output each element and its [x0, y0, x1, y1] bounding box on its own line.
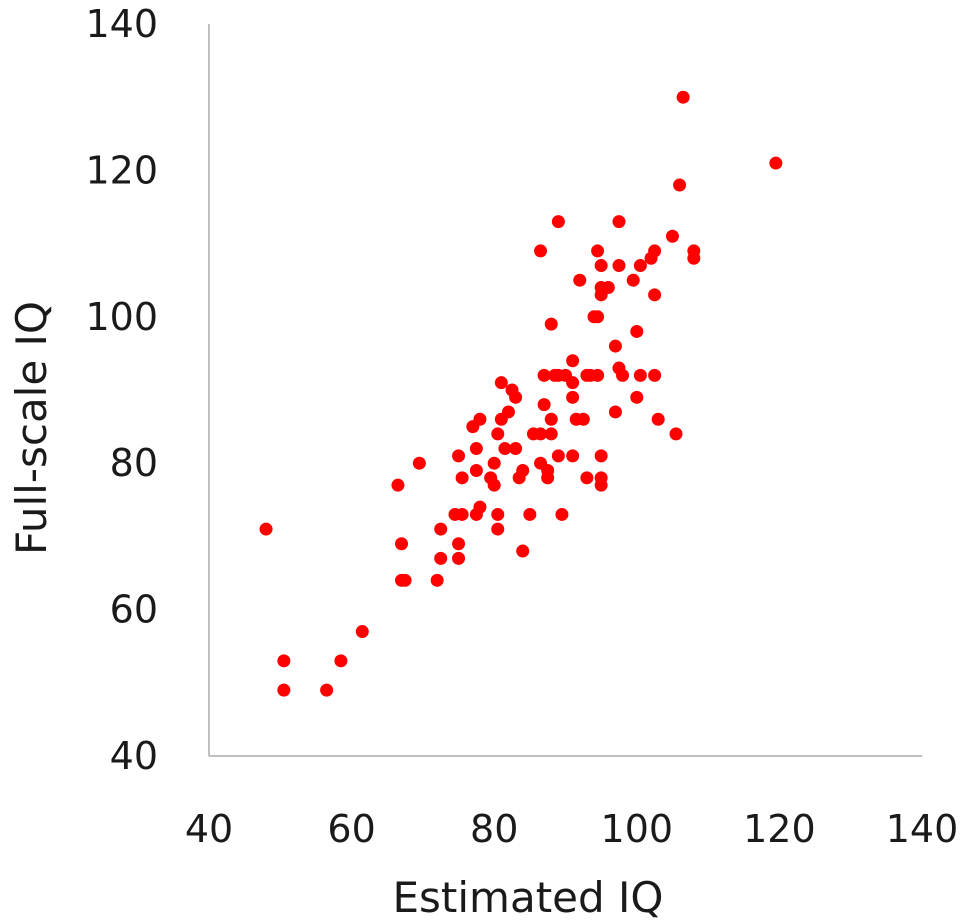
data-point: [516, 464, 530, 478]
data-point: [591, 368, 605, 382]
data-point: [544, 427, 558, 441]
data-point: [501, 405, 515, 419]
x-tick-label: 140: [886, 807, 959, 851]
x-tick-label: 40: [185, 807, 233, 851]
data-point: [452, 551, 466, 565]
data-point: [594, 449, 608, 463]
y-tick-label: 140: [85, 2, 158, 46]
data-point: [487, 478, 501, 492]
data-point: [259, 522, 273, 536]
data-point: [769, 156, 783, 170]
tick-labels: 40 60 80 100 120 140 40 60 80 100 120 140: [85, 2, 958, 851]
data-point: [665, 229, 679, 243]
y-tick-label: 80: [110, 441, 158, 485]
data-point: [491, 507, 505, 521]
data-point: [676, 90, 690, 104]
data-point: [541, 471, 555, 485]
data-point: [434, 522, 448, 536]
data-point: [534, 244, 548, 258]
data-point: [633, 259, 647, 273]
data-point: [544, 412, 558, 426]
y-tick-label: 120: [85, 148, 158, 192]
data-point: [651, 412, 665, 426]
data-point: [630, 390, 644, 404]
data-point: [566, 449, 580, 463]
data-point: [576, 412, 590, 426]
data-point: [469, 442, 483, 456]
x-axis-title: Estimated IQ: [393, 873, 664, 922]
data-point: [516, 544, 530, 558]
data-point: [430, 573, 444, 587]
data-point: [473, 412, 487, 426]
data-point: [591, 244, 605, 258]
y-tick-label: 100: [85, 295, 158, 339]
data-point: [534, 427, 548, 441]
data-point: [648, 368, 662, 382]
data-point: [626, 273, 640, 287]
data-point: [277, 683, 291, 697]
data-point: [469, 464, 483, 478]
data-points: [259, 90, 783, 697]
data-point: [334, 654, 348, 668]
data-point: [398, 573, 412, 587]
data-point: [491, 522, 505, 536]
data-point: [494, 376, 508, 390]
data-point: [473, 500, 487, 514]
y-axis-title: Full-scale IQ: [7, 301, 56, 555]
data-point: [580, 471, 594, 485]
data-point: [669, 427, 683, 441]
data-point: [555, 507, 569, 521]
data-point: [509, 442, 523, 456]
data-point: [648, 288, 662, 302]
data-point: [487, 456, 501, 470]
data-point: [633, 368, 647, 382]
y-tick-label: 40: [110, 734, 158, 778]
data-point: [594, 259, 608, 273]
data-point: [630, 324, 644, 338]
data-point: [455, 471, 469, 485]
data-point: [687, 251, 701, 265]
data-point: [523, 507, 537, 521]
x-tick-label: 120: [743, 807, 816, 851]
data-point: [412, 456, 426, 470]
data-point: [452, 449, 466, 463]
data-point: [612, 259, 626, 273]
data-point: [434, 551, 448, 565]
data-point: [608, 339, 622, 353]
data-point: [566, 354, 580, 368]
data-point: [673, 178, 687, 192]
data-point: [648, 244, 662, 258]
data-point: [537, 398, 551, 412]
x-tick-label: 100: [601, 807, 674, 851]
data-point: [537, 368, 551, 382]
data-point: [551, 449, 565, 463]
data-point: [573, 273, 587, 287]
data-point: [509, 390, 523, 404]
y-tick-label: 60: [110, 588, 158, 632]
data-point: [601, 281, 615, 295]
data-point: [608, 405, 622, 419]
data-point: [544, 317, 558, 331]
data-point: [491, 427, 505, 441]
x-tick-label: 60: [327, 807, 375, 851]
data-point: [566, 376, 580, 390]
x-tick-label: 80: [470, 807, 518, 851]
data-point: [455, 507, 469, 521]
data-point: [452, 537, 466, 551]
data-point: [594, 478, 608, 492]
data-point: [551, 215, 565, 229]
data-point: [355, 625, 369, 639]
data-point: [320, 683, 334, 697]
data-point: [498, 442, 512, 456]
data-point: [616, 368, 630, 382]
data-point: [566, 390, 580, 404]
data-point: [277, 654, 291, 668]
axes: [208, 24, 922, 757]
data-point: [391, 478, 405, 492]
data-point: [591, 310, 605, 324]
data-point: [612, 215, 626, 229]
data-point: [395, 537, 409, 551]
